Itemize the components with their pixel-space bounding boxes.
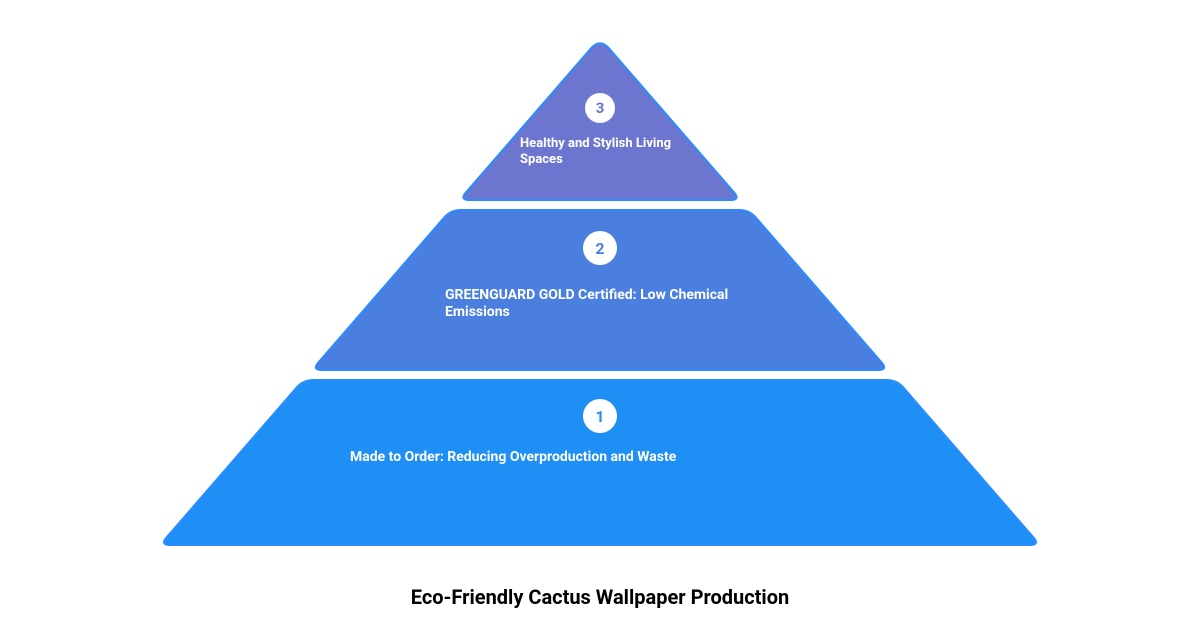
tier-label-1: Made to Order: Reducing Overproduction a… [350,449,850,467]
tier-badge-2: 2 [583,231,617,265]
diagram-title: Eco-Friendly Cactus Wallpaper Production [0,585,1200,609]
tier-badge-number: 1 [595,407,604,426]
tier-label-2: GREENGUARD GOLD Certified: Low Chemical … [445,287,755,322]
tier-badge-number: 3 [596,99,605,117]
tier-label-3: Healthy and Stylish Living Spaces [520,136,680,169]
tier-badge-1: 1 [583,399,617,433]
tier-badge-3: 3 [585,93,615,123]
tier-badge-number: 2 [595,239,604,258]
infographic-canvas: 3 Healthy and Stylish Living Spaces 2 GREEN… [0,0,1200,630]
